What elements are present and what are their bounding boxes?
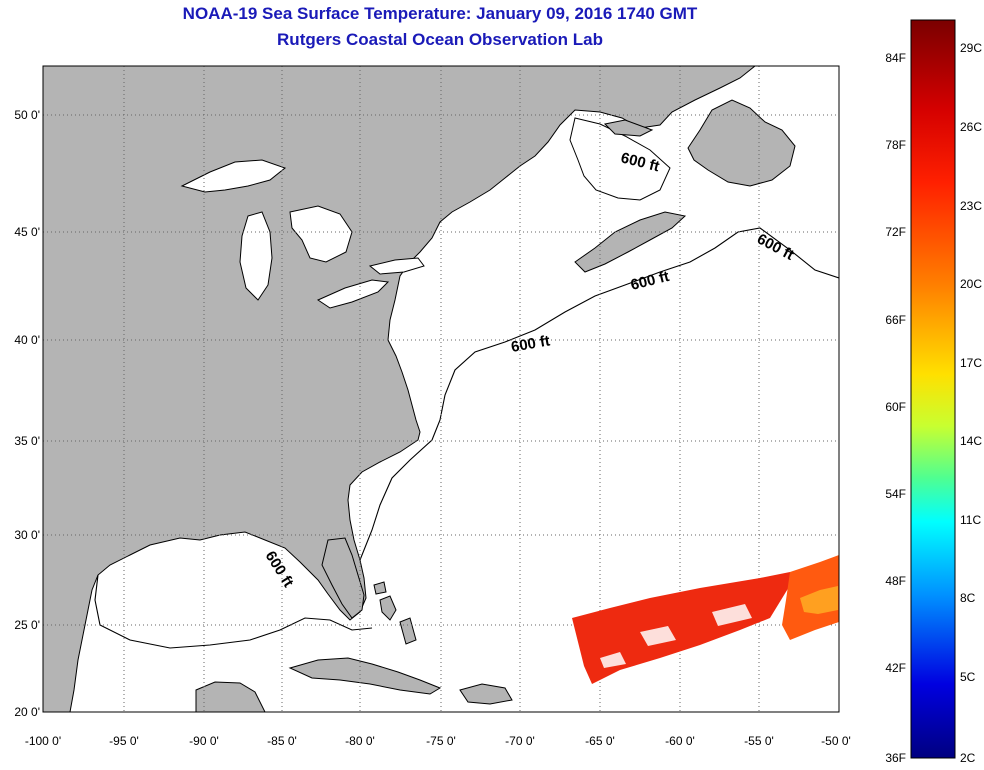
sst-swath-main — [572, 572, 792, 684]
lat-tick-20: 20 0' — [14, 705, 40, 719]
map-subtitle: Rutgers Coastal Ocean Observation Lab — [277, 30, 603, 49]
lon-tick-95: -95 0' — [109, 734, 139, 748]
lon-tick-60: -60 0' — [665, 734, 695, 748]
lon-tick-100: -100 0' — [25, 734, 61, 748]
colorbar-celsius-labels: 29C 26C 23C 20C 17C 14C 11C 8C 5C 2C — [960, 41, 982, 765]
map-title: NOAA-19 Sea Surface Temperature: January… — [182, 4, 698, 23]
lon-tick-50: -50 0' — [821, 734, 851, 748]
map-frame — [42, 65, 840, 713]
lon-tick-65: -65 0' — [585, 734, 615, 748]
anticosti-land — [603, 119, 654, 137]
lake-ontario — [368, 257, 425, 275]
lon-tick-70: -70 0' — [505, 734, 535, 748]
cb-label-42f: 42F — [885, 661, 906, 675]
shelf-contour-600ft — [94, 227, 839, 649]
cuba-land — [288, 657, 442, 695]
sst-swath-gaps — [600, 604, 752, 668]
hispaniola-land — [459, 683, 513, 705]
cb-label-78f: 78F — [885, 138, 906, 152]
lon-tick-90: -90 0' — [189, 734, 219, 748]
yucatan-land — [195, 681, 266, 712]
lat-tick-45: 45 0' — [14, 225, 40, 239]
cb-label-26c: 26C — [960, 120, 982, 134]
lon-tick-85: -85 0' — [267, 734, 297, 748]
colorbar-fahrenheit-labels: 84F 78F 72F 66F 60F 54F 48F 42F 36F — [885, 51, 906, 765]
cb-label-17c: 17C — [960, 356, 982, 370]
cb-label-8c: 8C — [960, 591, 976, 605]
florida-land — [321, 537, 365, 619]
sst-swath-patch — [800, 586, 838, 614]
lat-tick-25: 25 0' — [14, 618, 40, 632]
cb-label-11c: 11C — [960, 513, 981, 527]
cb-label-2c: 2C — [960, 751, 976, 765]
cb-label-84f: 84F — [885, 51, 906, 65]
cb-label-66f: 66F — [885, 313, 906, 327]
contour-label-mid-atlantic: 600 ft — [510, 332, 552, 356]
cb-label-14c: 14C — [960, 434, 982, 448]
cb-label-5c: 5C — [960, 670, 976, 684]
bahamas-land — [373, 581, 417, 645]
cb-label-72f: 72F — [885, 225, 906, 239]
lon-tick-55: -55 0' — [744, 734, 774, 748]
lake-huron — [289, 205, 353, 263]
lake-michigan — [239, 211, 273, 301]
cb-label-48f: 48F — [885, 574, 906, 588]
gulf-st-lawrence — [569, 117, 671, 201]
lat-tick-30: 30 0' — [14, 528, 40, 542]
longitude-ticks: -100 0' -95 0' -90 0' -85 0' -80 0' -75 … — [25, 734, 851, 748]
cb-label-60f: 60F — [885, 400, 906, 414]
sst-swath — [572, 555, 839, 684]
lon-tick-75: -75 0' — [426, 734, 456, 748]
lon-tick-80: -80 0' — [345, 734, 375, 748]
cb-label-54f: 54F — [885, 487, 906, 501]
latitude-ticks: 50 0' 45 0' 40 0' 35 0' 30 0' 25 0' 20 0… — [14, 108, 40, 719]
cb-label-36f: 36F — [885, 751, 906, 765]
cb-label-29c: 29C — [960, 41, 982, 55]
grid-lines — [43, 66, 839, 712]
cb-label-23c: 23C — [960, 199, 982, 213]
cb-label-20c: 20C — [960, 277, 982, 291]
lat-tick-50: 50 0' — [14, 108, 40, 122]
lat-tick-40: 40 0' — [14, 333, 40, 347]
newfoundland-land — [687, 99, 796, 187]
lat-tick-35: 35 0' — [14, 434, 40, 448]
lake-superior — [180, 159, 287, 193]
north-america-land — [43, 66, 756, 712]
lake-erie — [316, 279, 390, 309]
temperature-colorbar — [910, 19, 956, 759]
nova-scotia-land — [574, 211, 687, 273]
